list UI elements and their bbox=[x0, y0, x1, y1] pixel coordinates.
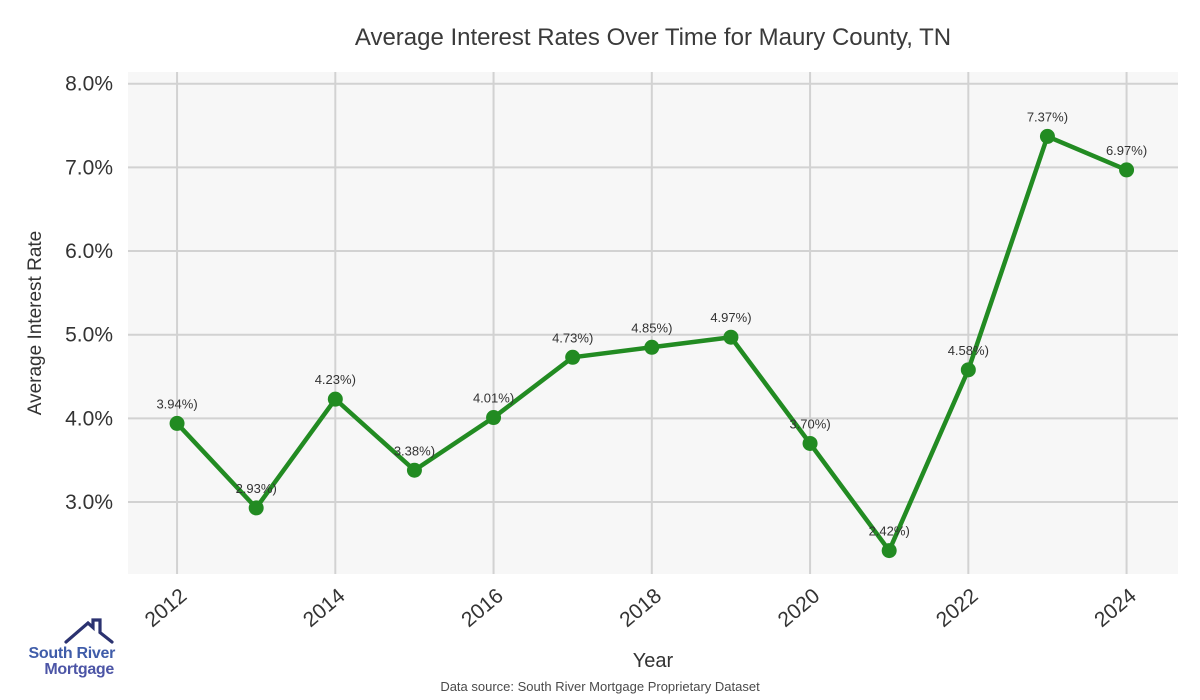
data-point-label: 4.97%) bbox=[710, 310, 751, 325]
x-tick-label: 2022 bbox=[932, 584, 983, 632]
data-point-marker bbox=[1039, 128, 1055, 144]
y-tick-label: 6.0% bbox=[65, 240, 113, 263]
data-point-label: 2.93%) bbox=[236, 481, 277, 496]
data-point-marker bbox=[881, 543, 897, 559]
data-source-caption: Data source: South River Mortgage Propri… bbox=[440, 679, 760, 694]
data-point-label: 4.85%) bbox=[631, 320, 672, 335]
data-point-label: 3.38%) bbox=[394, 443, 435, 458]
data-point-label: 6.97%) bbox=[1106, 143, 1147, 158]
data-point-marker bbox=[248, 500, 264, 516]
data-point-marker bbox=[486, 410, 502, 426]
y-tick-label: 4.0% bbox=[65, 407, 113, 430]
data-point-marker bbox=[406, 462, 422, 478]
data-point-marker bbox=[169, 415, 185, 431]
x-tick-label: 2014 bbox=[299, 584, 350, 632]
x-tick-label: 2024 bbox=[1090, 584, 1141, 632]
data-point-label: 2.42%) bbox=[869, 524, 910, 539]
data-point-label: 7.37%) bbox=[1027, 109, 1068, 124]
x-axis-title: Year bbox=[632, 650, 674, 672]
data-point-label: 4.73%) bbox=[552, 330, 593, 345]
y-tick-label: 5.0% bbox=[65, 324, 113, 347]
data-point-marker bbox=[723, 329, 739, 345]
data-point-label: 3.70%) bbox=[789, 416, 830, 431]
y-tick-label: 3.0% bbox=[65, 491, 113, 514]
data-point-label: 4.23%) bbox=[315, 372, 356, 387]
y-tick-label: 7.0% bbox=[65, 156, 113, 179]
data-point-label: 3.94%) bbox=[156, 396, 197, 411]
x-tick-label: 2016 bbox=[457, 584, 508, 632]
x-tick-label: 2018 bbox=[615, 584, 666, 632]
x-tick-label: 2020 bbox=[774, 584, 825, 632]
logo-text-mortgage: Mortgage bbox=[44, 661, 114, 678]
south-river-mortgage-logo: South River Mortgage bbox=[29, 618, 116, 678]
x-tick-label: 2012 bbox=[141, 584, 192, 632]
y-tick-label: 8.0% bbox=[65, 73, 113, 96]
house-roof-icon bbox=[64, 618, 114, 644]
data-point-marker bbox=[802, 435, 818, 451]
logo-text-south-river: South River bbox=[29, 645, 116, 662]
data-point-marker bbox=[644, 339, 660, 355]
chart-title: Average Interest Rates Over Time for Mau… bbox=[354, 24, 952, 51]
data-point-marker bbox=[565, 349, 581, 365]
data-point-label: 4.01%) bbox=[473, 391, 514, 406]
plot-panel bbox=[128, 72, 1178, 574]
data-point-marker bbox=[960, 362, 976, 378]
data-point-marker bbox=[1119, 162, 1135, 178]
data-point-marker bbox=[327, 391, 343, 407]
data-point-label: 4.58%) bbox=[948, 343, 989, 358]
y-axis-title: Average Interest Rate bbox=[25, 230, 46, 416]
